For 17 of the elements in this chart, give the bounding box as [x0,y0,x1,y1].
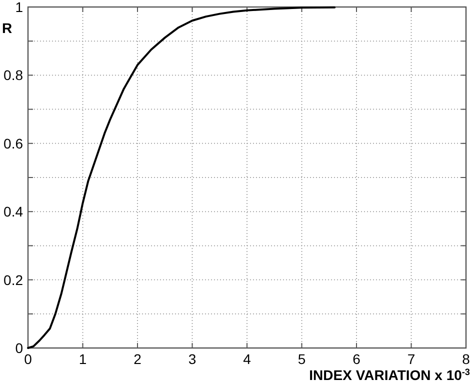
y-axis-title: R [2,20,12,36]
x-tick-label: 4 [243,351,252,367]
x-tick-label: 8 [462,351,470,367]
x-tick-label: 3 [188,351,196,367]
line-series [27,6,336,349]
x-tick-label: 5 [298,351,306,367]
y-tick-label: 0.8 [4,67,24,84]
x-tick-label: 1 [78,351,87,367]
x-tick-label: 6 [352,351,361,367]
y-tick-label: 0.6 [4,135,24,152]
y-tick-label: 1 [15,0,24,15]
x-axis-title: INDEX VARIATION x 10$^{-3}$ [309,367,470,382]
x-tick-label: 2 [134,351,142,367]
y-tick-label: 0.4 [4,204,24,220]
y-tick-label: 0.2 [4,272,24,288]
y-tick-label: 0 [15,340,24,356]
x-tick-label: 7 [407,351,416,367]
